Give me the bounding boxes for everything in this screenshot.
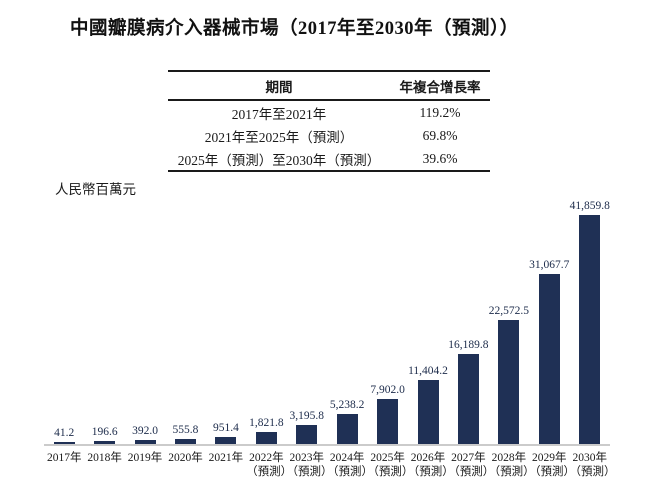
bar — [579, 215, 601, 444]
bar-column: 1,821.8 — [246, 417, 286, 444]
x-axis-tick-label: 2028年 （預測） — [488, 451, 535, 479]
bar-column: 555.8 — [165, 424, 205, 444]
bar — [134, 439, 156, 444]
cagr-table: 期間 年複合增長率 2017年至2021年 119.2% 2021年至2025年（預… — [168, 70, 490, 172]
period-cell: 2025年（預測）至2030年（預測） — [177, 152, 381, 168]
bar-value-label: 41.2 — [54, 426, 75, 439]
x-tick-year: 2029年 — [532, 452, 567, 464]
x-axis-tick-label: 2018年 — [84, 451, 124, 479]
bar — [377, 399, 399, 444]
bar — [296, 424, 318, 444]
cagr-table-row: 2017年至2021年 119.2% — [168, 100, 490, 124]
bar-value-label: 22,572.5 — [488, 304, 529, 317]
x-axis-tick-label: 2024年 （預測） — [326, 451, 373, 479]
bar-value-label: 11,404.2 — [408, 365, 448, 378]
x-axis-tick-label: 2025年 （預測） — [367, 451, 414, 479]
x-axis-tick-label: 2030年 （預測） — [569, 451, 616, 479]
x-tick-year: 2025年 — [370, 452, 405, 464]
x-axis-tick-label: 2023年 （預測） — [286, 451, 333, 479]
x-axis-tick-label: 2022年 （預測） — [246, 451, 293, 479]
bar-column: 3,195.8 — [287, 410, 327, 444]
bar-value-label: 196.6 — [91, 425, 118, 438]
plot-area: 41.2 196.6 392.0 555.8 951.4 1,821.8 3,195.8 5,… — [44, 198, 610, 446]
x-axis-tick-label: 2019年 — [125, 451, 165, 479]
cagr-cell: 39.6% — [422, 150, 458, 166]
bar-value-label: 41,859.8 — [569, 200, 610, 212]
x-tick-forecast-suffix: （預測） — [286, 466, 333, 478]
bar — [94, 440, 116, 444]
bar-column: 7,902.0 — [367, 384, 407, 444]
x-tick-year: 2024年 — [329, 452, 365, 464]
bar-value-label: 555.8 — [172, 424, 199, 436]
x-axis-tick-label: 2026年 （預測） — [407, 451, 454, 479]
bar-value-label: 5,238.2 — [329, 398, 365, 411]
x-axis-tick-label: 2029年 （預測） — [529, 451, 576, 479]
period-cell: 2017年至2021年 — [231, 106, 327, 122]
cagr-cell: 69.8% — [422, 127, 458, 143]
x-tick-forecast-suffix: （預測） — [488, 466, 535, 478]
cagr-table-row: 2021年至2025年（預測） 69.8% — [168, 124, 490, 147]
bar-value-label: 31,067.7 — [529, 258, 570, 271]
x-tick-forecast-suffix: （預測） — [246, 466, 293, 478]
x-tick-forecast-suffix: （預測） — [326, 466, 373, 478]
x-tick-forecast-suffix: （預測） — [529, 466, 576, 478]
x-axis-tick-label: 2020年 — [165, 451, 205, 479]
bar — [174, 439, 196, 444]
x-tick-forecast-suffix: （預測） — [448, 466, 495, 478]
bar-value-label: 3,195.8 — [289, 409, 324, 422]
x-tick-year: 2021年 — [208, 452, 244, 464]
x-tick-forecast-suffix: （預測） — [367, 466, 414, 478]
figure-title: 中國瓣膜病介入器械市場（2017年至2030年（預測）） — [70, 19, 519, 39]
x-tick-forecast-suffix: （預測） — [569, 466, 616, 478]
bar-column: 22,572.5 — [489, 305, 529, 444]
x-tick-year: 2023年 — [289, 452, 324, 464]
bar — [255, 432, 277, 444]
bar-value-label: 1,821.8 — [249, 417, 284, 430]
x-axis-labels: 2017年 2018年 2019年 2020年 2021年 2022年 （預測） 2023年（… — [44, 451, 616, 479]
period-cell: 2021年至2025年（預測） — [204, 129, 354, 145]
cagr-table-header-row: 期間 年複合增長率 — [168, 71, 490, 101]
cagr-cell: 119.2% — [419, 104, 461, 120]
bar — [498, 319, 520, 444]
x-tick-year: 2030年 — [572, 452, 607, 464]
x-tick-forecast-suffix: （預測） — [407, 466, 454, 478]
x-tick-year: 2020年 — [168, 452, 203, 464]
x-tick-year: 2028年 — [491, 452, 527, 464]
x-axis-tick-label: 2021年 — [206, 451, 246, 479]
bar-column: 41.2 — [44, 427, 84, 444]
x-tick-year: 2018年 — [87, 452, 122, 464]
bar — [457, 354, 479, 444]
bar-column: 41,859.8 — [569, 200, 610, 444]
bar-value-label: 16,189.8 — [448, 339, 489, 352]
bar-value-label: 7,902.0 — [370, 384, 405, 397]
bar-column: 16,189.8 — [448, 339, 489, 444]
bar-chart: 41.2 196.6 392.0 555.8 951.4 1,821.8 3,195.8 5,… — [44, 198, 616, 479]
bar-column: 951.4 — [206, 422, 246, 444]
bar — [336, 413, 358, 444]
bar-value-label: 951.4 — [212, 421, 239, 434]
y-axis-unit-label: 人民幣百萬元 — [55, 182, 136, 197]
period-column-header: 期間 — [168, 71, 390, 101]
x-axis-tick-label: 2027年 （預測） — [448, 451, 495, 479]
bar-column: 392.0 — [125, 425, 165, 444]
bar-column: 11,404.2 — [408, 365, 448, 444]
bar-column: 5,238.2 — [327, 399, 367, 444]
bar-column: 196.6 — [84, 426, 124, 444]
x-tick-year: 2026年 — [410, 452, 446, 464]
x-tick-year: 2019年 — [127, 452, 163, 464]
x-tick-year: 2017年 — [46, 452, 82, 464]
bar-column: 31,067.7 — [529, 258, 570, 444]
bar — [53, 441, 75, 444]
x-axis-tick-label: 2017年 — [44, 451, 84, 479]
cagr-table-row: 2025年（預測）至2030年（預測） 39.6% — [168, 147, 490, 171]
bar — [417, 380, 439, 444]
bar-value-label: 392.0 — [132, 424, 158, 437]
bar — [215, 436, 237, 444]
x-tick-year: 2027年 — [451, 452, 486, 464]
bar — [538, 273, 560, 444]
cagr-column-header: 年複合增長率 — [390, 71, 490, 101]
x-tick-year: 2022年 — [249, 452, 284, 464]
